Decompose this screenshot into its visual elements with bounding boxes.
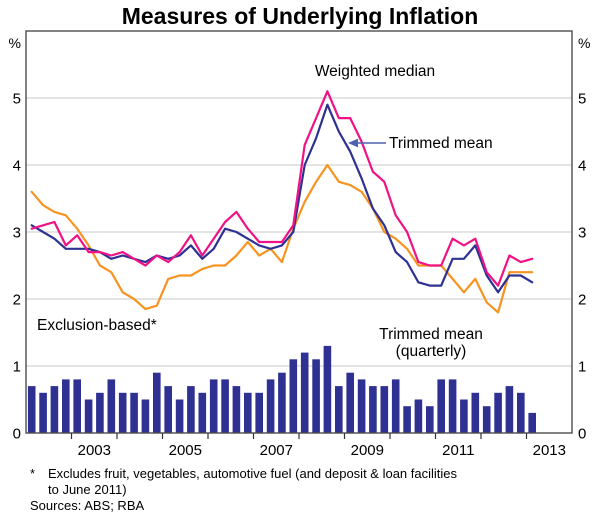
x-axis-label: 2007 [260,442,293,459]
trimmed-mean-line [30,103,534,294]
x-axis-label: 2013 [533,442,566,459]
y-axis-label-right: 5 [578,91,586,108]
bar [505,386,514,433]
bar [300,352,309,433]
bar [517,392,525,433]
bar [232,386,241,433]
bar [84,399,93,433]
y-axis-label-left: 5 [13,91,21,108]
bar [346,372,354,433]
x-axis-labels-layer: 2003 2005 2007 2009 2011 2013 [78,442,566,459]
x-ticks-layer [70,433,528,439]
bars-series-label-line1: Trimmed mean [379,326,483,343]
bar [118,392,127,433]
gridlines-layer [26,97,572,367]
y-axis-unit-right: % [578,35,590,51]
bar [244,392,252,433]
x-axis-label: 2009 [351,442,384,459]
bar [323,345,332,433]
bar [107,379,116,433]
bar [391,379,400,433]
bar [153,372,161,433]
bar [437,379,445,433]
bar [448,379,457,433]
exclusion-based-line [30,163,534,314]
bar [221,379,229,433]
bar [96,392,104,433]
y-axis-label-left: 2 [13,292,21,309]
bar [27,386,36,433]
bars-layer [27,345,536,433]
bar [62,379,70,433]
bar [335,386,343,433]
y-axis-labels-layer: 0 0 1 1 2 2 3 3 4 4 5 5 [13,91,587,443]
bar [175,399,184,433]
bar [39,392,47,433]
footnote-line2: to June 2011) [48,482,127,497]
bar [187,386,195,433]
y-axis-label-left: 0 [13,426,21,443]
y-axis-label-right: 0 [578,426,586,443]
bar [494,392,502,433]
bars-series-label-line2: (quarterly) [396,343,467,360]
y-axis-unit-left: % [9,35,21,51]
footnote-line1: Excludes fruit, vegetables, automotive f… [48,466,458,481]
y-axis-label-right: 4 [578,158,586,175]
y-axis-label-left: 4 [13,158,21,175]
bar [380,386,389,433]
chart-title: Measures of Underlying Inflation [122,3,479,29]
line-series-layer [30,90,534,314]
trimmed-mean-series-label: Trimmed mean [389,135,493,152]
bar [403,406,411,433]
bar [266,379,275,433]
footnote-asterisk: * [30,466,35,481]
x-axis-label: 2005 [169,442,202,459]
weighted-median-series-label: Weighted median [315,63,435,80]
y-axis-label-right: 3 [578,225,586,242]
bar [460,399,468,433]
weighted-median-line [30,90,534,287]
x-axis-label: 2003 [78,442,111,459]
bar [482,406,491,433]
y-axis-label-left: 1 [13,359,21,376]
bar [278,372,286,433]
bar [426,406,434,433]
bar [130,392,138,433]
bar [471,392,480,433]
bar [164,386,172,433]
y-axis-label-right: 1 [578,359,586,376]
trimmed-mean-arrowhead-icon [348,138,358,148]
y-axis-label-left: 3 [13,225,21,242]
bar [414,399,423,433]
bar [255,392,263,433]
bar [369,386,377,433]
bar [141,399,150,433]
x-axis-label: 2011 [442,442,474,459]
bar [357,379,366,433]
y-axis-label-right: 2 [578,292,586,309]
bar [50,386,59,433]
bar [289,359,298,433]
footnote-sources: Sources: ABS; RBA [30,498,144,513]
bar [209,379,218,433]
bar [312,359,320,433]
bar [73,379,81,433]
bar [528,412,536,433]
exclusion-based-series-label: Exclusion-based* [37,317,157,334]
bar [198,392,207,433]
